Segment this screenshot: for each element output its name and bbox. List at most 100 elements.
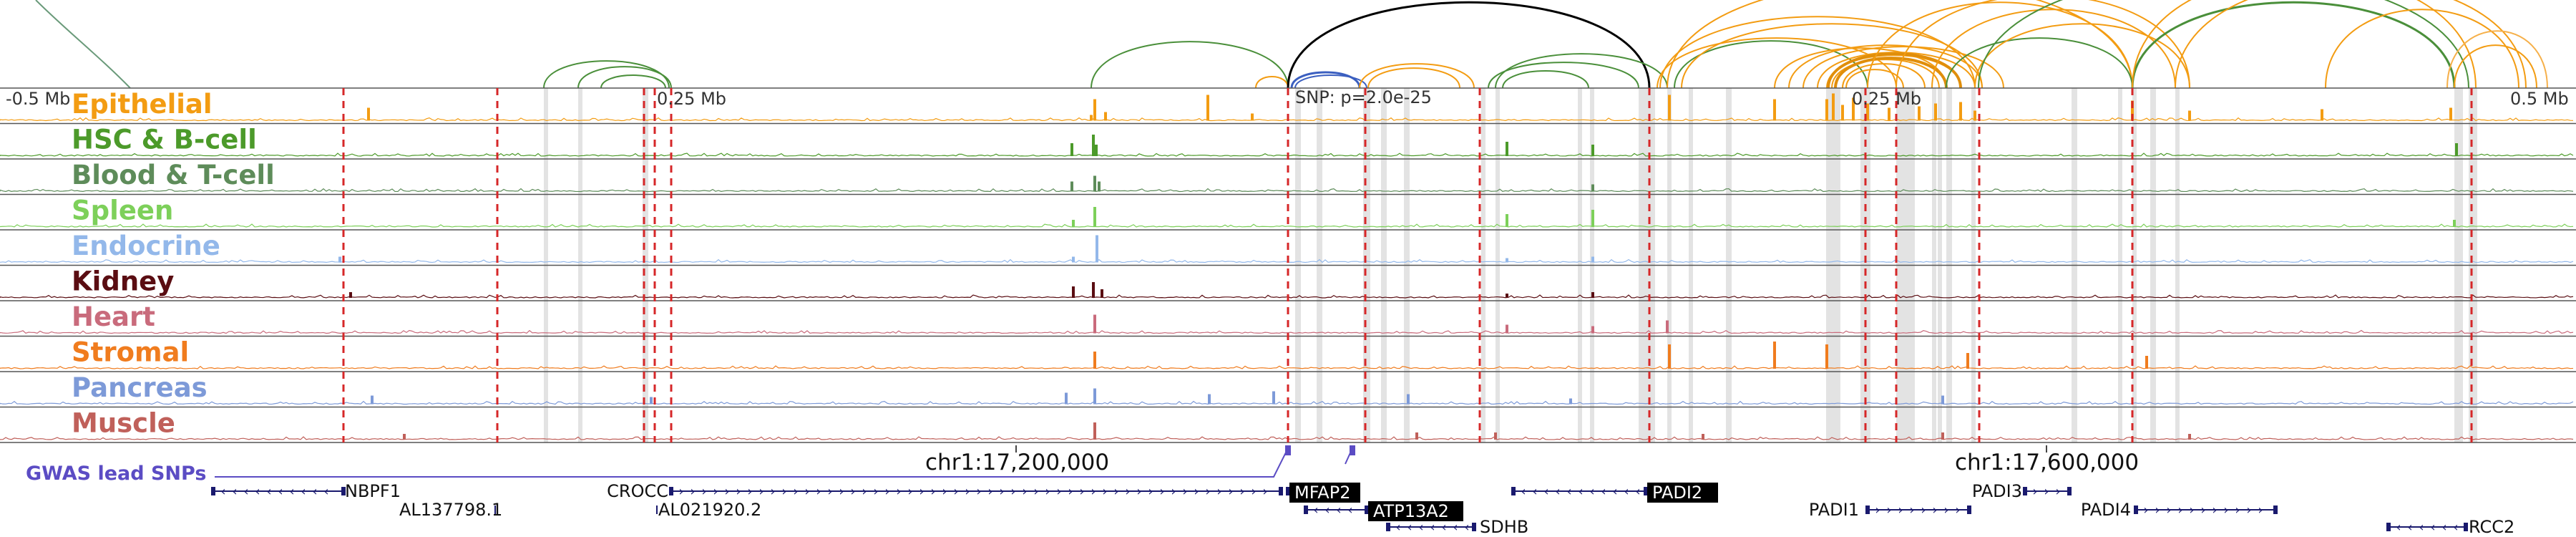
chromatin-loop[interactable]: [1802, 46, 2004, 89]
strand-arrow: ›: [1033, 484, 1038, 499]
chromatin-loop[interactable]: [1367, 67, 1460, 89]
strand-arrow: ‹: [266, 484, 271, 499]
strand-arrow: ›: [1251, 484, 1256, 499]
strand-arrow: ›: [987, 484, 992, 499]
gwas-snp-marker[interactable]: [1350, 445, 1355, 455]
strand-arrow: ›: [884, 484, 889, 499]
gene[interactable]: ‹ ‹ ‹ ‹ ‹ ‹ ‹ ‹ ‹ ‹ NBPF1: [211, 481, 401, 501]
chromatin-loop[interactable]: [1359, 63, 1475, 89]
strand-arrow: ‹: [2453, 520, 2458, 535]
strand-arrow: ›: [2200, 503, 2205, 518]
gene-label-bg: [1368, 501, 1463, 521]
signal-peak: [1569, 398, 1572, 405]
chromatin-loop[interactable]: [1674, 40, 1868, 89]
strand-arrow: ‹: [1589, 484, 1594, 499]
chromatin-loop[interactable]: [1845, 69, 1904, 89]
chromatin-loop[interactable]: [35, 0, 131, 89]
chromatin-loop[interactable]: [1978, 0, 2469, 89]
chromatin-loop[interactable]: [1827, 52, 1962, 89]
chromatin-loop[interactable]: [543, 60, 670, 89]
gene[interactable]: MFAP2: [1286, 483, 1360, 503]
signal-track: [0, 122, 2576, 157]
chromatin-loop[interactable]: [1091, 41, 1289, 89]
signal-peak: [1070, 143, 1073, 156]
chromatin-loop[interactable]: [2132, 0, 2477, 89]
chromatin-loop[interactable]: [1974, 23, 2190, 89]
chromatin-loop[interactable]: [1255, 76, 1289, 89]
chromatin-loop[interactable]: [1834, 57, 1948, 89]
signal-track: [0, 300, 2576, 334]
chromatin-loop[interactable]: [1867, 1, 2133, 89]
strand-arrow: ›: [919, 484, 924, 499]
signal-peak: [1941, 432, 1944, 440]
chromatin-loop[interactable]: [1667, 0, 2133, 89]
signal-peak: [1591, 256, 1594, 263]
gene-exon: [1967, 505, 1971, 514]
signal-peak: [1591, 145, 1594, 156]
chromatin-loop[interactable]: [1946, 37, 2133, 89]
signal-peak: [1668, 95, 1671, 121]
chromatin-loop[interactable]: [2454, 44, 2537, 89]
signal-peak: [1506, 142, 1508, 156]
gene[interactable]: ‹ ‹ ‹ ‹ ‹ ‹ ‹ SDHB: [1386, 517, 1528, 537]
signal-peak: [2449, 107, 2452, 121]
signal-peak: [349, 292, 352, 298]
chromatin-loop[interactable]: [2325, 9, 2519, 89]
gene-exon: [211, 487, 215, 495]
signal-peak: [1096, 235, 1098, 263]
chromatin-loop[interactable]: [577, 66, 672, 89]
gene[interactable]: ‹ ‹ ‹ ‹ ‹ ‹ ‹ ‹ ‹ ‹ ‹ PADI2: [1511, 483, 1718, 503]
chromatin-loop[interactable]: [1842, 63, 1926, 89]
signal-peak: [338, 256, 341, 263]
gene-exon: [669, 487, 673, 495]
gene-label[interactable]: AL137798.1: [399, 500, 502, 520]
strand-arrow: ›: [965, 484, 970, 499]
strand-arrow: ‹: [278, 484, 283, 499]
track-labels: Epithelial HSC & B-cell Blood & T-cell Sple…: [72, 89, 275, 439]
chromatin-loop[interactable]: [2175, 0, 2527, 89]
gene[interactable]: › › › › › › › › › › › PADI4: [2081, 500, 2278, 520]
strand-arrow: ‹: [289, 484, 294, 499]
strand-arrow: ›: [1102, 484, 1107, 499]
signal-peak: [1070, 181, 1073, 192]
gene-label[interactable]: AL021920.2: [658, 500, 761, 520]
strand-arrow: ›: [804, 484, 809, 499]
strand-arrow: ‹: [1418, 520, 1423, 535]
gene[interactable]: ‹ ‹ ‹ ‹ ‹ ‹ RCC2: [2386, 517, 2514, 537]
chromatin-loop[interactable]: [1931, 9, 2176, 89]
strand-arrow: ›: [930, 484, 935, 499]
chromatin-loop[interactable]: [600, 74, 666, 89]
chromatin-loop[interactable]: [1488, 62, 1639, 89]
signal-peak: [403, 434, 406, 440]
strand-arrow: ›: [2143, 503, 2148, 518]
gene[interactable]: › › › › › › › › › › › › › › › › › › › › › › › › › › › › › › › › › › › › › › › ›…: [607, 481, 1283, 501]
track-label: Blood & T-cell: [72, 160, 275, 190]
chromatin-loop[interactable]: [1287, 1, 1651, 89]
chromatin-loop[interactable]: [1290, 71, 1361, 89]
strand-arrow: ›: [850, 484, 855, 499]
strand-arrow: ›: [1262, 484, 1267, 499]
strand-arrow: ‹: [1441, 520, 1446, 535]
strand-arrow: ›: [907, 484, 912, 499]
chromatin-loop[interactable]: [1788, 44, 1983, 89]
chromatin-loop[interactable]: [2446, 30, 2548, 89]
chromatin-loop[interactable]: [1502, 70, 1589, 89]
gwas-snp-marker[interactable]: [1285, 445, 1291, 455]
signal-peak: [1773, 99, 1776, 121]
strand-arrow: ‹: [2419, 520, 2424, 535]
gwas-connector: [215, 448, 1289, 478]
gene[interactable]: ‹ ‹ ‹ ‹ ATP13A2: [1304, 501, 1463, 521]
gene[interactable]: › › › PADI3: [1972, 481, 2072, 501]
track-label: Endocrine: [72, 231, 220, 261]
strand-arrow: ‹: [2430, 520, 2435, 535]
gene-label: RCC2: [2469, 517, 2514, 537]
strand-arrow: ‹: [232, 484, 237, 499]
signal-peak: [2145, 356, 2148, 369]
gene[interactable]: › › › › › › › › PADI1: [1809, 500, 1971, 520]
chromatin-loop[interactable]: [1294, 74, 1367, 89]
chromatin-loop[interactable]: [1681, 23, 1983, 89]
signal-peak: [371, 395, 374, 405]
strand-arrow: ›: [724, 484, 729, 499]
chromatin-loop[interactable]: [1896, 0, 2190, 89]
chromatin-loop[interactable]: [2131, 1, 2456, 89]
